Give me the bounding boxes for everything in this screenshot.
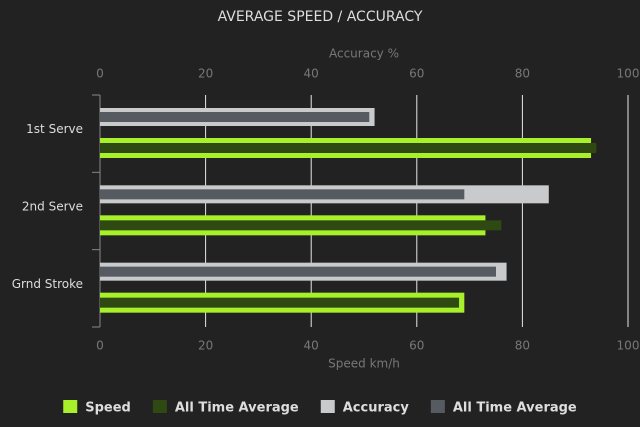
x2-tick-label: 0 bbox=[96, 67, 104, 81]
bar bbox=[100, 189, 465, 200]
legend-swatch bbox=[63, 400, 78, 413]
chart-title: AVERAGE SPEED / ACCURACY bbox=[218, 9, 423, 25]
legend-swatch bbox=[320, 400, 335, 413]
legend-label: All Time Average bbox=[175, 401, 299, 416]
x2-tick-label: 40 bbox=[304, 67, 319, 81]
x2-tick-label: 60 bbox=[409, 67, 424, 81]
legend-swatch bbox=[152, 400, 167, 413]
x-tick-label: 80 bbox=[515, 339, 530, 353]
legend-label: Accuracy bbox=[343, 401, 410, 416]
category-label: Grnd Stroke bbox=[12, 277, 83, 291]
bar bbox=[100, 297, 460, 308]
top-axis-title: Accuracy % bbox=[329, 47, 399, 61]
x2-tick-label: 20 bbox=[198, 67, 213, 81]
legend-swatch bbox=[430, 400, 445, 413]
x-tick-label: 20 bbox=[198, 339, 213, 353]
bar bbox=[100, 220, 502, 231]
x-tick-label: 40 bbox=[304, 339, 319, 353]
bottom-axis-title: Speed km/h bbox=[328, 357, 400, 371]
category-label: 2nd Serve bbox=[22, 200, 83, 214]
x2-tick-label: 100 bbox=[617, 67, 640, 81]
category-label: 1st Serve bbox=[26, 122, 83, 136]
legend-label: All Time Average bbox=[453, 401, 577, 416]
x-tick-label: 100 bbox=[617, 339, 640, 353]
x-tick-label: 60 bbox=[409, 339, 424, 353]
bar bbox=[100, 112, 370, 122]
x2-tick-label: 80 bbox=[515, 67, 530, 81]
bar bbox=[100, 143, 597, 153]
x-tick-label: 0 bbox=[96, 339, 104, 353]
bar bbox=[100, 266, 496, 277]
legend-label: Speed bbox=[85, 401, 131, 416]
